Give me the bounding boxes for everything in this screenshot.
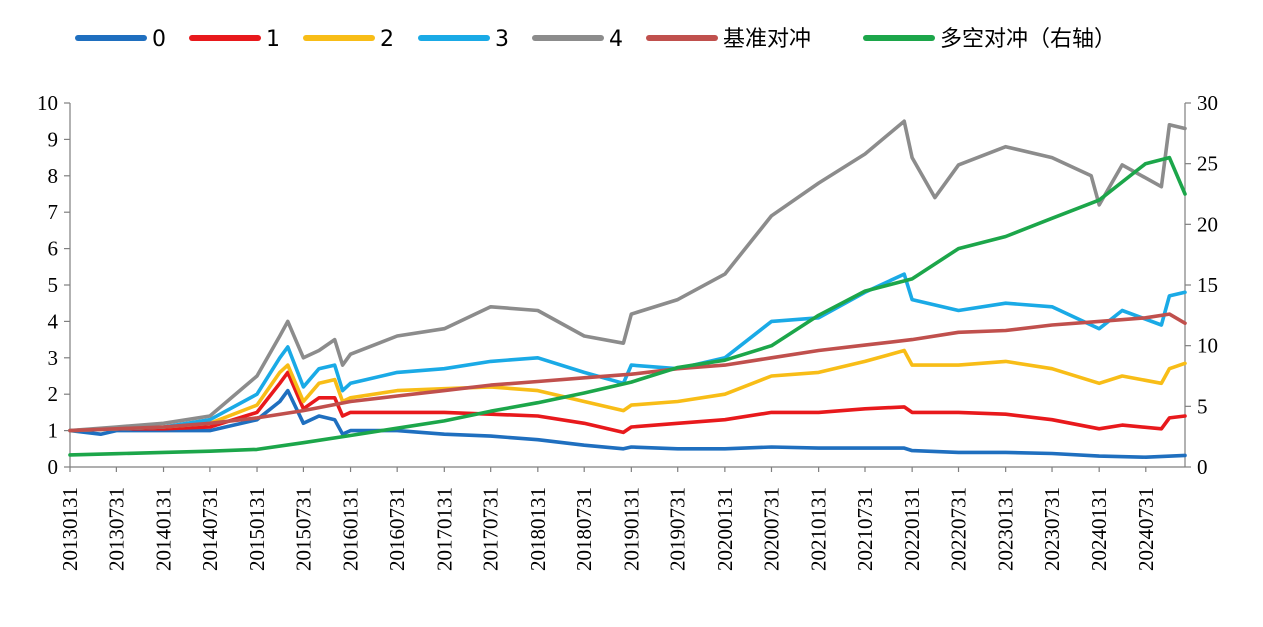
- left-y-tick-label: 2: [48, 382, 59, 406]
- x-tick-label: 20150131: [245, 487, 269, 571]
- x-tick-label: 20180131: [526, 487, 550, 571]
- right-y-tick-label: 20: [1197, 212, 1218, 236]
- right-y-tick-label: 30: [1197, 91, 1218, 115]
- legend-label-2: 2: [380, 27, 394, 52]
- x-tick-label: 20160731: [385, 487, 409, 571]
- legend-label-1: 1: [266, 27, 280, 52]
- legend-label-6: 多空对冲（右轴）: [940, 27, 1116, 52]
- x-tick-label: 20200731: [759, 487, 783, 571]
- series-line-2: [68, 348, 1187, 433]
- legend-label-5: 基准对冲: [723, 27, 811, 52]
- legend-label-4: 4: [609, 27, 623, 52]
- x-tick-label: 20220731: [947, 487, 971, 571]
- x-tick-label: 20210131: [807, 487, 831, 571]
- x-tick-label: 20170731: [479, 487, 503, 571]
- x-tick-label: 20140731: [198, 487, 222, 571]
- legend: 0 1 2 3 4 基准对冲 多空对冲（右轴）: [75, 27, 1116, 52]
- x-tick-label: 20190731: [666, 487, 690, 571]
- legend-label-3: 3: [495, 27, 509, 52]
- x-tick-label: 20200131: [713, 487, 737, 571]
- left-y-tick-label: 6: [48, 237, 59, 261]
- x-tick-label: 20160131: [339, 487, 363, 571]
- axes: 0 1 2 3 4 5 6 7 8 9 10 0 5 10 15 20 25 30 20130131 20130731…: [37, 91, 1218, 571]
- left-y-tick-label: 8: [48, 164, 59, 188]
- right-y-tick-label: 0: [1197, 455, 1208, 479]
- left-y-tick-label: 0: [48, 455, 59, 479]
- x-tick-label: 20240131: [1087, 487, 1111, 571]
- series-line-6: [68, 155, 1187, 457]
- x-tick-label: 20230131: [994, 487, 1018, 571]
- right-y-tick-label: 15: [1197, 273, 1218, 297]
- x-tick-label: 20170131: [432, 487, 456, 571]
- right-y-tick-label: 25: [1197, 152, 1218, 176]
- left-y-tick-label: 4: [48, 309, 59, 333]
- x-tick-label: 20190131: [619, 487, 643, 571]
- series-line-5: [68, 312, 1187, 433]
- legend-label-0: 0: [152, 27, 166, 52]
- left-y-tick-label: 1: [48, 419, 59, 443]
- x-tick-label: 20240731: [1134, 487, 1158, 571]
- x-tick-label: 20150731: [291, 487, 315, 571]
- right-y-tick-label: 5: [1197, 394, 1208, 418]
- left-y-tick-label: 10: [37, 91, 58, 115]
- x-tick-label: 20180731: [572, 487, 596, 571]
- left-y-tick-label: 5: [48, 273, 59, 297]
- series-lines: [68, 119, 1187, 459]
- x-tick-label: 20130731: [104, 487, 128, 571]
- x-tick-label: 20210731: [853, 487, 877, 571]
- series-line-0: [68, 388, 1187, 459]
- x-tick-label: 20220131: [900, 487, 924, 571]
- x-tick-label: 20230731: [1040, 487, 1064, 571]
- series-line-4: [68, 119, 1187, 433]
- series-line-1: [68, 370, 1187, 435]
- x-tick-label: 20130131: [58, 487, 82, 571]
- left-y-tick-label: 7: [48, 200, 59, 224]
- x-tick-label: 20140131: [152, 487, 176, 571]
- left-y-tick-label: 3: [48, 346, 59, 370]
- right-y-tick-label: 10: [1197, 334, 1218, 358]
- left-y-tick-label: 9: [48, 127, 59, 151]
